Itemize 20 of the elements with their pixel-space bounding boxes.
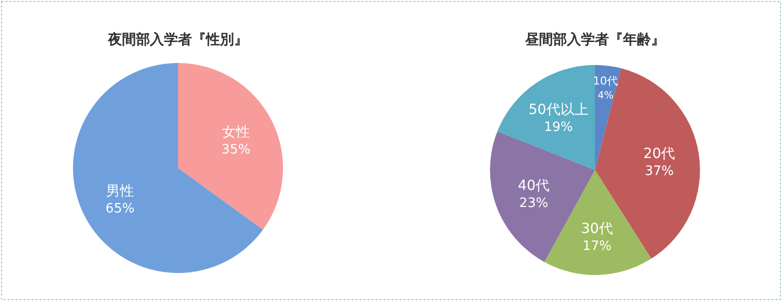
slice-label: 40代	[518, 178, 550, 194]
pie-slice	[497, 65, 595, 170]
slice-label: 20代	[643, 146, 676, 162]
slice-label: 10代	[593, 74, 618, 88]
chart-title: 夜間部入学者『性別』	[107, 31, 248, 48]
data-label: 19%	[544, 120, 573, 136]
data-label: 17%	[582, 239, 612, 254]
pie-slice	[178, 63, 283, 230]
pie-slice	[73, 63, 263, 273]
slice-label: 男性	[106, 184, 134, 200]
slice-label: 30代	[581, 221, 613, 238]
slice-label: 女性	[222, 124, 250, 140]
data-label: 65%	[106, 202, 134, 217]
data-label: 37%	[644, 164, 674, 179]
chart-title: 昼間部入学者『年齢』	[524, 31, 665, 48]
data-label: 35%	[222, 142, 250, 158]
data-label: 4%	[598, 90, 614, 102]
data-label: 23%	[519, 196, 548, 212]
pie-slice	[595, 65, 622, 170]
slice-label: 50代以上	[528, 102, 588, 118]
